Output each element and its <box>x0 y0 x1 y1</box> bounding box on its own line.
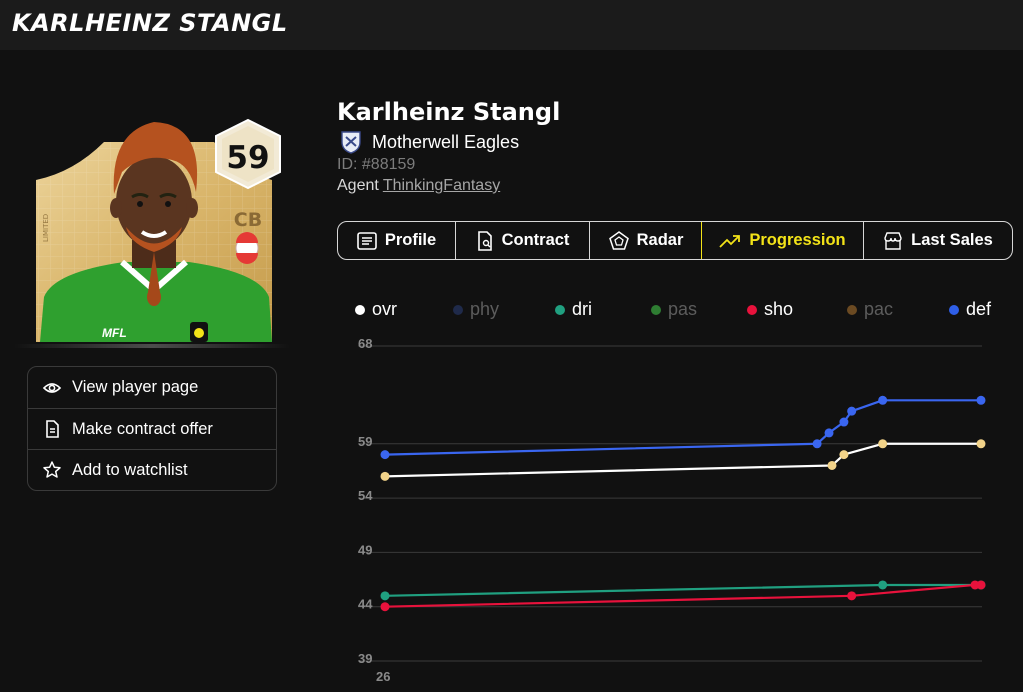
player-card-art: MFL LIMITED 59 CB <box>36 118 281 342</box>
series-line-def <box>384 399 981 456</box>
data-point-ovr <box>878 439 888 449</box>
card-edition: LIMITED <box>42 214 50 242</box>
radar-icon <box>608 230 629 251</box>
agent-label: Agent <box>337 177 379 194</box>
trend-up-icon <box>719 233 741 249</box>
legend-item-def[interactable]: def <box>949 299 991 320</box>
agent-link[interactable]: ThinkingFantasy <box>382 177 501 194</box>
y-tick-label: 54 <box>358 488 373 503</box>
make-contract-offer-button[interactable]: Make contract offer <box>28 408 276 449</box>
club-name: Motherwell Eagles <box>372 131 520 152</box>
legend-dot-pac <box>847 304 857 315</box>
legend-dot-def <box>949 304 959 315</box>
tab-profile-label: Profile <box>384 231 437 249</box>
rating-badge: 59 <box>215 118 281 190</box>
data-point-def <box>847 406 857 416</box>
tab-last-sales[interactable]: Last Sales <box>863 222 1012 259</box>
player-position: CB <box>234 209 262 231</box>
legend-label-phy: phy <box>470 299 500 319</box>
make-contract-offer-label: Make contract offer <box>72 419 213 438</box>
tab-radar-label: Radar <box>636 231 684 249</box>
star-icon <box>42 460 62 480</box>
store-icon <box>883 231 903 250</box>
legend-label-pas: pas <box>668 299 698 319</box>
data-point-def <box>976 395 986 405</box>
data-point-ovr <box>827 460 837 470</box>
add-to-watchlist-button[interactable]: Add to watchlist <box>28 449 276 490</box>
contract-icon <box>476 230 494 251</box>
data-point-sho <box>380 602 390 612</box>
data-point-def <box>380 450 390 460</box>
tab-contract[interactable]: Contract <box>455 222 589 259</box>
legend-item-ovr[interactable]: ovr <box>355 299 397 320</box>
app-title: KARLHEINZ STANGL <box>12 9 288 37</box>
player-card: MFL LIMITED 59 CB <box>14 112 290 350</box>
player-tabs: Profile Contract Radar Progression Last … <box>337 221 1013 260</box>
club-crest-icon <box>340 130 362 154</box>
player-id: ID: #88159 <box>337 156 416 173</box>
nationality-flag-icon <box>235 232 259 264</box>
legend-item-pas[interactable]: pas <box>651 299 697 320</box>
view-player-page-button[interactable]: View player page <box>28 367 276 408</box>
legend-dot-dri <box>555 304 565 315</box>
data-point-sho <box>847 591 857 601</box>
data-point-sho <box>976 580 986 590</box>
view-player-page-label: View player page <box>72 378 199 396</box>
series-line-dri <box>384 583 981 597</box>
y-tick-label: 44 <box>358 597 373 612</box>
player-name: Karlheinz Stangl <box>337 98 561 126</box>
legend-label-dri: dri <box>572 299 593 319</box>
data-point-def <box>878 395 888 405</box>
data-point-dri <box>380 591 390 601</box>
data-point-def <box>839 417 849 427</box>
legend-label-def: def <box>966 299 992 319</box>
legend-label-ovr: ovr <box>372 299 398 319</box>
data-point-def <box>812 439 822 449</box>
eye-icon <box>42 378 62 398</box>
legend-item-dri[interactable]: dri <box>555 299 592 320</box>
beard <box>126 227 182 252</box>
card-shadow <box>14 344 290 348</box>
legend-label-sho: sho <box>764 299 794 319</box>
agent-row: Agent ThinkingFantasy <box>337 177 500 195</box>
data-point-ovr <box>976 439 986 449</box>
player-rating: 59 <box>226 140 269 176</box>
tab-contract-label: Contract <box>501 231 570 249</box>
club-row[interactable]: Motherwell Eagles <box>340 130 519 154</box>
list-icon <box>357 231 377 250</box>
y-tick-label: 68 <box>358 336 372 351</box>
legend-dot-ovr <box>355 304 365 315</box>
legend-item-phy[interactable]: phy <box>453 299 499 320</box>
series-line-ovr <box>384 442 981 478</box>
data-point-ovr <box>380 471 390 481</box>
legend-label-pac: pac <box>864 299 894 319</box>
legend-item-sho[interactable]: sho <box>747 299 793 320</box>
x-tick-label: 26 <box>376 669 390 684</box>
document-icon <box>42 419 62 439</box>
tab-last-sales-label: Last Sales <box>911 231 993 249</box>
legend-dot-pas <box>651 304 661 315</box>
legend-dot-phy <box>453 304 463 315</box>
tab-profile[interactable]: Profile <box>338 222 455 259</box>
legend-dot-sho <box>747 304 757 315</box>
y-tick-label: 49 <box>358 542 372 557</box>
data-point-dri <box>878 580 888 590</box>
player-actions: View player page Make contract offer Add… <box>27 366 277 491</box>
hair <box>113 122 198 194</box>
mfl-logo: MFL <box>102 326 127 340</box>
data-point-ovr <box>839 450 849 460</box>
add-to-watchlist-label: Add to watchlist <box>72 460 188 479</box>
y-tick-label: 39 <box>358 651 372 666</box>
data-point-def <box>824 428 834 438</box>
legend-item-pac[interactable]: pac <box>847 299 893 320</box>
chart-legend: ovr phy dri pas sho pac def <box>355 299 1005 323</box>
y-tick-label: 59 <box>358 434 372 449</box>
tab-progression-label: Progression <box>749 231 846 249</box>
top-bar: KARLHEINZ STANGL <box>0 0 1023 50</box>
tab-radar[interactable]: Radar <box>589 222 702 259</box>
